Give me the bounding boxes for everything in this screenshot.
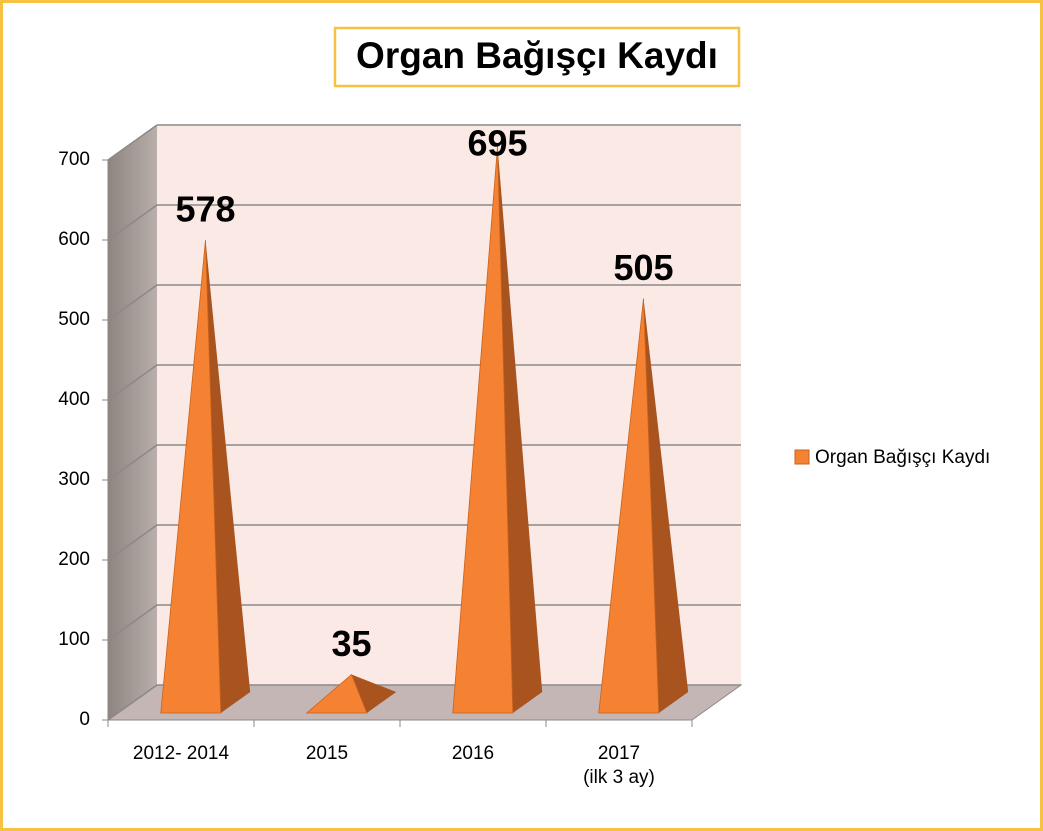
- back-wall: [157, 125, 741, 685]
- value-label: 35: [331, 623, 371, 664]
- pyramid-side: [351, 674, 397, 713]
- title-box: [333, 26, 741, 88]
- pyramid-side: [497, 146, 543, 713]
- grid-line: [107, 684, 158, 721]
- grid-line: [107, 124, 158, 161]
- y-tick-label: 700: [58, 149, 90, 170]
- y-tick-label: 100: [58, 629, 90, 650]
- y-tick-label: 600: [58, 229, 90, 250]
- y-tick-label: 400: [58, 389, 90, 410]
- value-label: 505: [613, 247, 673, 288]
- value-label: 578: [175, 189, 235, 230]
- y-tick-label: 300: [58, 469, 90, 490]
- pyramid-front: [305, 673, 368, 714]
- pyramid-front: [598, 298, 660, 714]
- grid-line: [107, 204, 158, 241]
- left-wall: [108, 125, 157, 720]
- legend-label: Organ Bağışçı Kaydı: [815, 447, 990, 468]
- x-tick-label: 2016: [451, 743, 495, 764]
- y-tick-label: 0: [79, 709, 90, 730]
- value-label: 695: [467, 123, 527, 164]
- pyramid-front: [160, 240, 222, 714]
- grid-line: [107, 524, 158, 561]
- legend-swatch: [794, 449, 810, 465]
- x-tick-label: 2017 (ilk 3 ay): [583, 743, 655, 788]
- grid-line: [107, 284, 158, 321]
- grid-line: [107, 364, 158, 401]
- x-tick-label: 2015: [305, 743, 349, 764]
- x-tick-label: 2012- 2014: [132, 743, 230, 764]
- pyramid-side: [643, 298, 689, 713]
- grid-line: [107, 604, 158, 641]
- chart-title: Organ Bağışçı Kaydı: [356, 35, 718, 76]
- pyramid-side: [205, 240, 251, 713]
- pyramid-front: [452, 146, 514, 714]
- y-tick-label: 500: [58, 309, 90, 330]
- grid-line: [107, 444, 158, 481]
- y-tick-label: 200: [58, 549, 90, 570]
